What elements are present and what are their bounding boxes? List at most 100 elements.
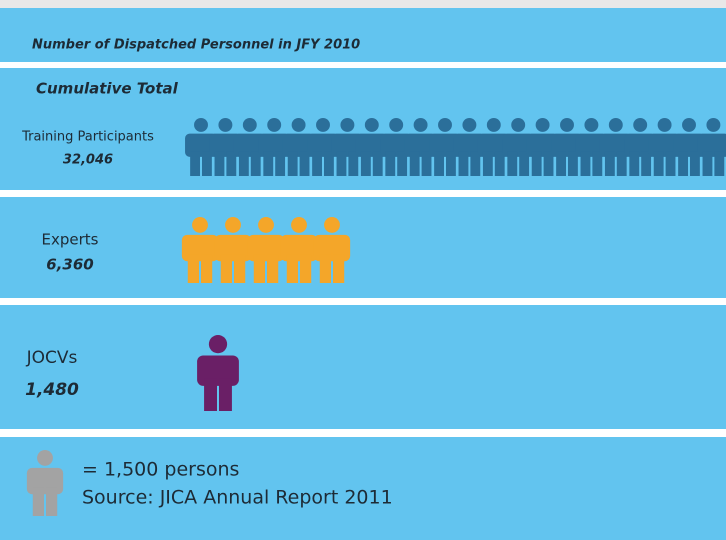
icon-leg: [604, 151, 615, 176]
chart-title: Number of Dispatched Personnel in JFY 20…: [32, 38, 360, 53]
person-icon: [355, 118, 388, 176]
band: [0, 437, 726, 540]
icon-head: [267, 118, 282, 132]
icon-head: [657, 118, 672, 132]
icon-leg: [333, 254, 345, 283]
icon-leg: [714, 151, 725, 176]
icon-leg: [348, 151, 359, 176]
icon-leg: [275, 151, 286, 176]
icon-leg: [543, 151, 554, 176]
icon-leg: [324, 151, 334, 176]
source: Source: JICA Annual Report 2011: [82, 487, 393, 509]
icon-head: [291, 217, 307, 233]
icon-leg: [385, 151, 396, 176]
icon-leg: [214, 151, 225, 176]
icon-head: [324, 217, 340, 233]
band: [0, 197, 726, 298]
category-label: Experts: [42, 231, 99, 249]
icon-leg: [556, 151, 566, 176]
person-icon: [429, 118, 461, 176]
icon-leg: [360, 151, 371, 176]
icon-head: [389, 118, 404, 132]
person-icon: [280, 217, 318, 283]
icon-leg: [220, 254, 232, 283]
person-icon: [673, 118, 705, 176]
person-icon: [697, 118, 726, 176]
person-icon: [502, 118, 535, 176]
icon-leg: [300, 254, 312, 283]
icon-head: [192, 217, 208, 233]
person-icon: [313, 217, 351, 283]
icon-head: [242, 118, 257, 132]
icon-leg: [372, 151, 383, 176]
unit-label: = 1,500 persons: [82, 459, 239, 481]
icon-head: [194, 118, 208, 132]
person-icon: [648, 118, 681, 176]
icon-leg: [397, 151, 408, 176]
icon-leg: [32, 487, 44, 516]
icon-leg: [219, 378, 232, 411]
icon-leg: [421, 151, 432, 176]
person-icon: [599, 118, 632, 176]
icon-head: [316, 118, 330, 132]
person-icon: [181, 217, 219, 283]
divider: [0, 429, 726, 437]
chart-subtitle: Cumulative Total: [36, 80, 179, 98]
icon-leg: [641, 151, 652, 176]
value-label: 6,360: [46, 256, 93, 274]
icon-head: [208, 335, 228, 354]
icon-leg: [46, 487, 58, 516]
icon-head: [364, 118, 379, 132]
icon-torso: [214, 234, 252, 262]
icon-torso: [247, 234, 285, 262]
icon-head: [225, 217, 241, 233]
icon-leg: [434, 151, 444, 176]
person-icon: [233, 118, 266, 176]
person-icon: [185, 118, 217, 176]
icon-head: [511, 118, 526, 132]
person-icon: [214, 217, 252, 283]
icon-head: [37, 450, 53, 466]
icon-leg: [250, 151, 261, 176]
person-icon: [258, 118, 291, 176]
icon-leg: [287, 151, 298, 176]
icon-leg: [201, 254, 213, 283]
icon-head: [535, 118, 550, 132]
icon-torso: [197, 355, 239, 386]
band: [0, 8, 726, 62]
icon-leg: [263, 151, 274, 176]
person-icon: [26, 450, 64, 516]
icon-leg: [690, 151, 700, 176]
icon-head: [438, 118, 452, 132]
icon-head: [682, 118, 696, 132]
icon-head: [413, 118, 428, 132]
category-label: JOCVs: [26, 348, 78, 368]
icon-head: [584, 118, 599, 132]
icon-leg: [204, 378, 217, 411]
icon-leg: [238, 151, 249, 176]
icon-leg: [446, 151, 456, 176]
icon-head: [340, 118, 355, 132]
icon-leg: [267, 254, 279, 283]
person-icon: [575, 118, 608, 176]
icon-leg: [702, 151, 713, 176]
divider: [0, 190, 726, 197]
person-icon: [551, 118, 583, 176]
person-icon: [624, 118, 657, 176]
icon-head: [560, 118, 574, 132]
person-icon: [197, 335, 239, 411]
category-label: Training Participants: [21, 130, 154, 145]
icon-leg: [653, 151, 664, 176]
icon-torso: [26, 467, 64, 495]
icon-leg: [299, 151, 310, 176]
person-icon: [209, 118, 242, 176]
icon-leg: [190, 151, 200, 176]
icon-leg: [629, 151, 640, 176]
icon-head: [633, 118, 648, 132]
icon-leg: [187, 254, 199, 283]
icon-leg: [312, 151, 322, 176]
icon-leg: [531, 151, 542, 176]
icon-leg: [470, 151, 481, 176]
person-icon: [526, 118, 559, 176]
icon-leg: [519, 151, 530, 176]
